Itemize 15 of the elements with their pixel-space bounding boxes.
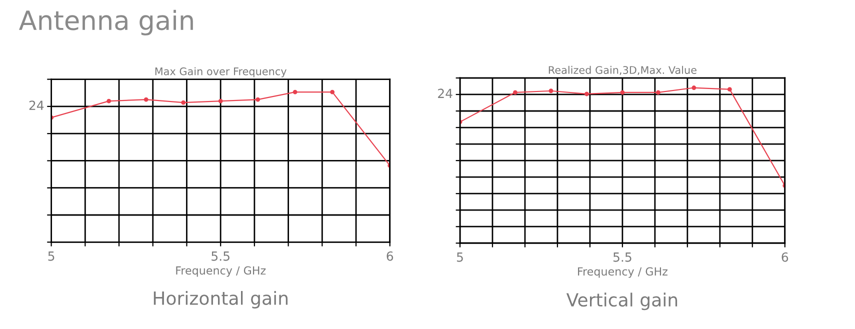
- chart-title: Realized Gain,3D,Max. Value: [548, 66, 696, 76]
- text: 24: [438, 88, 452, 98]
- text: Horizontal gain: [154, 291, 288, 308]
- x-tick-label: 5.5: [613, 252, 632, 262]
- x-tick-label: 6: [782, 252, 788, 262]
- chart-title: Max Gain over Frequency: [155, 67, 287, 78]
- x-tick-label: 5: [48, 252, 54, 261]
- x-tick-label: 5: [456, 252, 463, 262]
- text: Antenna gain: [19, 10, 193, 36]
- x-axis-title: Frequency / GHz: [578, 267, 668, 278]
- x-tick-label: 6: [386, 251, 394, 261]
- x-tick-label: 5.5: [212, 252, 230, 261]
- x-axis-title: Frequency / GHz: [176, 266, 266, 277]
- text: 24: [29, 100, 44, 110]
- text: Vertical gain: [566, 292, 678, 310]
